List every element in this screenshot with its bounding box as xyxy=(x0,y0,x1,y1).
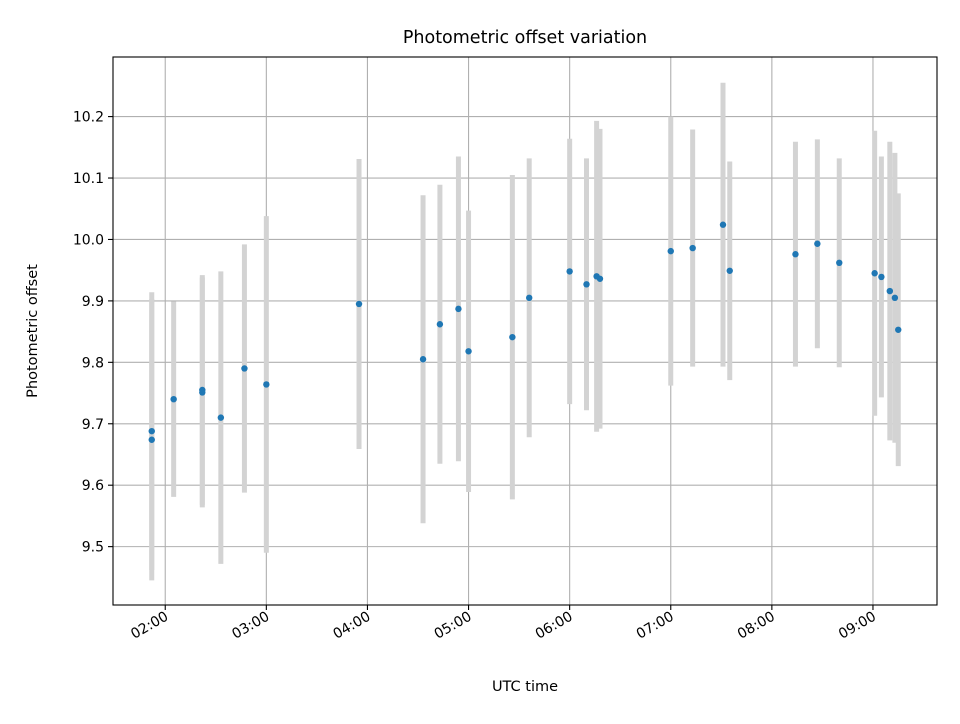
y-tick-layer: 9.5 9.6 9.7 9.8 9.9 10.0 10.1 10.2 xyxy=(73,110,113,556)
x-axis-label: UTC time xyxy=(492,679,558,695)
data-point xyxy=(436,321,444,328)
data-point xyxy=(419,356,427,363)
data-point xyxy=(241,365,248,372)
data-point xyxy=(814,240,821,247)
y-tick-label: 10.0 xyxy=(73,232,104,248)
y-tick-label: 9.5 xyxy=(82,540,104,556)
data-point xyxy=(263,381,270,388)
data-point xyxy=(895,326,902,333)
y-tick-label: 9.9 xyxy=(82,294,104,310)
data-point xyxy=(526,294,533,302)
data-point xyxy=(583,281,590,288)
data-point xyxy=(566,268,573,275)
data-point xyxy=(170,395,177,403)
y-tick-label: 10.1 xyxy=(73,171,104,187)
data-point xyxy=(455,305,462,313)
data-point xyxy=(217,414,225,421)
data-point xyxy=(726,267,733,274)
y-tick-label: 9.8 xyxy=(82,355,104,371)
data-point xyxy=(509,333,516,341)
data-point xyxy=(148,436,155,443)
data-point xyxy=(689,244,696,252)
data-point xyxy=(199,389,206,396)
data-point xyxy=(871,270,878,277)
data-point xyxy=(355,300,363,308)
data-point xyxy=(792,251,799,258)
data-point xyxy=(719,221,727,228)
y-tick-label: 10.2 xyxy=(73,110,104,126)
data-point xyxy=(596,275,604,282)
chart-title: Photometric offset variation xyxy=(403,28,647,48)
data-point xyxy=(148,427,155,435)
data-point xyxy=(878,273,885,281)
data-point xyxy=(891,294,899,302)
y-tick-label: 9.7 xyxy=(82,417,104,433)
data-point xyxy=(465,348,472,355)
y-tick-label: 9.6 xyxy=(82,478,104,494)
data-point xyxy=(667,247,674,255)
point-layer xyxy=(148,221,902,443)
data-point xyxy=(886,287,894,295)
y-axis-label: Photometric offset xyxy=(25,264,41,398)
plot-area-frame xyxy=(112,56,938,606)
data-point xyxy=(836,259,843,267)
